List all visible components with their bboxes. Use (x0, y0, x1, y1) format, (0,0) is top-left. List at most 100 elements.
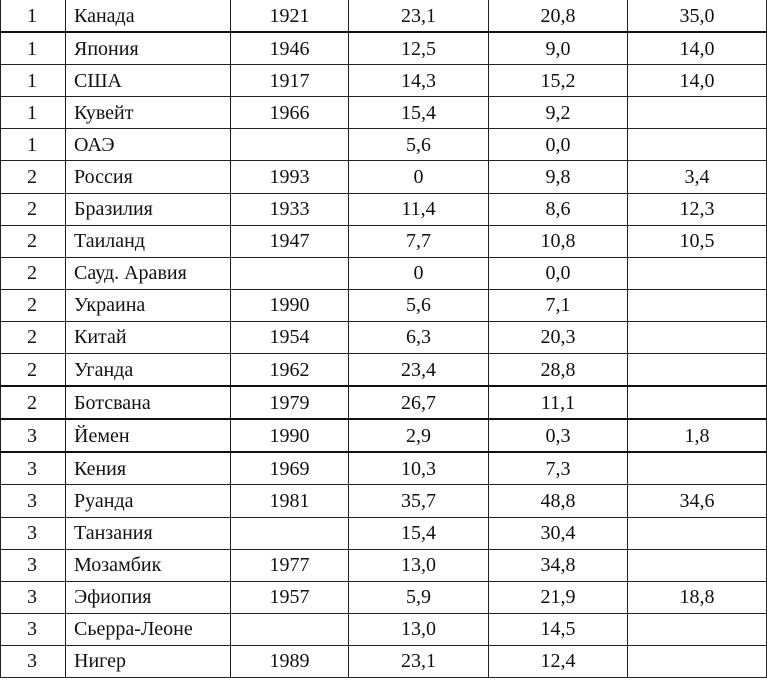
group-cell: 1 (0, 31, 66, 66)
value3-cell: 3,4 (627, 160, 767, 194)
group-cell: 3 (0, 548, 66, 582)
group-cell: 3 (0, 484, 66, 518)
year-cell: 1947 (230, 224, 349, 258)
value2-cell: 9,2 (488, 96, 628, 130)
value3-cell (627, 353, 767, 387)
table-row: 1 ОАЭ 5,6 0,0 (0, 128, 767, 162)
table-row: 2 Уганда 1962 23,4 28,8 (0, 353, 767, 387)
value1-cell: 23,4 (348, 353, 489, 387)
value2-cell: 34,8 (488, 548, 628, 582)
value1-cell: 2,9 (348, 418, 489, 453)
value2-cell: 15,2 (488, 64, 628, 98)
year-cell: 1979 (230, 385, 349, 420)
country-cell: Уганда (65, 353, 231, 387)
value1-cell: 10,3 (348, 451, 489, 486)
country-cell: Нигер (65, 644, 231, 678)
value2-cell: 11,1 (488, 385, 628, 420)
group-cell: 1 (0, 64, 66, 98)
year-cell (230, 256, 349, 290)
group-cell: 2 (0, 385, 66, 420)
table-row: 2 Сауд. Аравия 0 0,0 (0, 256, 767, 290)
value2-cell: 0,0 (488, 128, 628, 162)
value1-cell: 15,4 (348, 96, 489, 130)
group-cell: 2 (0, 192, 66, 226)
country-cell: США (65, 64, 231, 98)
value1-cell: 5,6 (348, 288, 489, 322)
group-cell: 3 (0, 451, 66, 486)
group-cell: 2 (0, 320, 66, 355)
country-cell: Мозамбик (65, 548, 231, 582)
table-row: 2 Ботсвана 1979 26,7 11,1 (0, 385, 767, 420)
group-cell: 2 (0, 160, 66, 194)
year-cell: 1990 (230, 418, 349, 453)
value3-cell: 10,5 (627, 224, 767, 258)
value2-cell: 20,3 (488, 320, 628, 355)
year-cell: 1989 (230, 644, 349, 678)
table-row: 3 Кения 1969 10,3 7,3 (0, 451, 767, 486)
group-cell: 1 (0, 128, 66, 162)
year-cell (230, 128, 349, 162)
value3-cell: 1,8 (627, 418, 767, 453)
value1-cell: 13,0 (348, 548, 489, 582)
table-row: 3 Эфиопия 1957 5,9 21,9 18,8 (0, 580, 767, 614)
year-cell (230, 516, 349, 550)
country-cell: Бразилия (65, 192, 231, 226)
value3-cell: 34,6 (627, 484, 767, 518)
table-row: 2 Бразилия 1933 11,4 8,6 12,3 (0, 192, 767, 226)
value1-cell: 13,0 (348, 612, 489, 646)
value1-cell: 0 (348, 256, 489, 290)
value2-cell: 7,1 (488, 288, 628, 322)
table-row: 1 США 1917 14,3 15,2 14,0 (0, 64, 767, 98)
table-row: 2 Таиланд 1947 7,7 10,8 10,5 (0, 224, 767, 258)
table-row: 1 Кувейт 1966 15,4 9,2 (0, 96, 767, 130)
value2-cell: 0,3 (488, 418, 628, 453)
value1-cell: 11,4 (348, 192, 489, 226)
value1-cell: 0 (348, 160, 489, 194)
group-cell: 3 (0, 644, 66, 678)
country-cell: Украина (65, 288, 231, 322)
table-row: 3 Сьерра-Леоне 13,0 14,5 (0, 612, 767, 646)
group-cell: 1 (0, 0, 66, 33)
country-cell: Россия (65, 160, 231, 194)
table-row: 1 Япония 1946 12,5 9,0 14,0 (0, 31, 767, 66)
table-row: 2 Украина 1990 5,6 7,1 (0, 288, 767, 322)
value1-cell: 5,6 (348, 128, 489, 162)
value3-cell (627, 256, 767, 290)
year-cell: 1969 (230, 451, 349, 486)
value2-cell: 7,3 (488, 451, 628, 486)
country-cell: Таиланд (65, 224, 231, 258)
value3-cell (627, 128, 767, 162)
group-cell: 2 (0, 353, 66, 387)
country-cell: Кувейт (65, 96, 231, 130)
country-cell: Руанда (65, 484, 231, 518)
value2-cell: 8,6 (488, 192, 628, 226)
country-cell: ОАЭ (65, 128, 231, 162)
year-cell: 1966 (230, 96, 349, 130)
country-cell: Кения (65, 451, 231, 486)
value1-cell: 12,5 (348, 31, 489, 66)
year-cell: 1957 (230, 580, 349, 614)
table-row: 3 Йемен 1990 2,9 0,3 1,8 (0, 418, 767, 453)
value1-cell: 23,1 (348, 644, 489, 678)
value3-cell (627, 516, 767, 550)
value2-cell: 14,5 (488, 612, 628, 646)
table-row: 3 Танзания 15,4 30,4 (0, 516, 767, 550)
value1-cell: 5,9 (348, 580, 489, 614)
value3-cell: 18,8 (627, 580, 767, 614)
country-cell: Йемен (65, 418, 231, 453)
table-row: 3 Мозамбик 1977 13,0 34,8 (0, 548, 767, 582)
country-cell: Танзания (65, 516, 231, 550)
value3-cell (627, 288, 767, 322)
table-row: 1 Канада 1921 23,1 20,8 35,0 (0, 0, 767, 33)
year-cell: 1917 (230, 64, 349, 98)
value2-cell: 30,4 (488, 516, 628, 550)
value1-cell: 14,3 (348, 64, 489, 98)
year-cell: 1981 (230, 484, 349, 518)
group-cell: 2 (0, 288, 66, 322)
group-cell: 3 (0, 612, 66, 646)
value3-cell: 35,0 (627, 0, 767, 33)
group-cell: 3 (0, 516, 66, 550)
value3-cell (627, 612, 767, 646)
